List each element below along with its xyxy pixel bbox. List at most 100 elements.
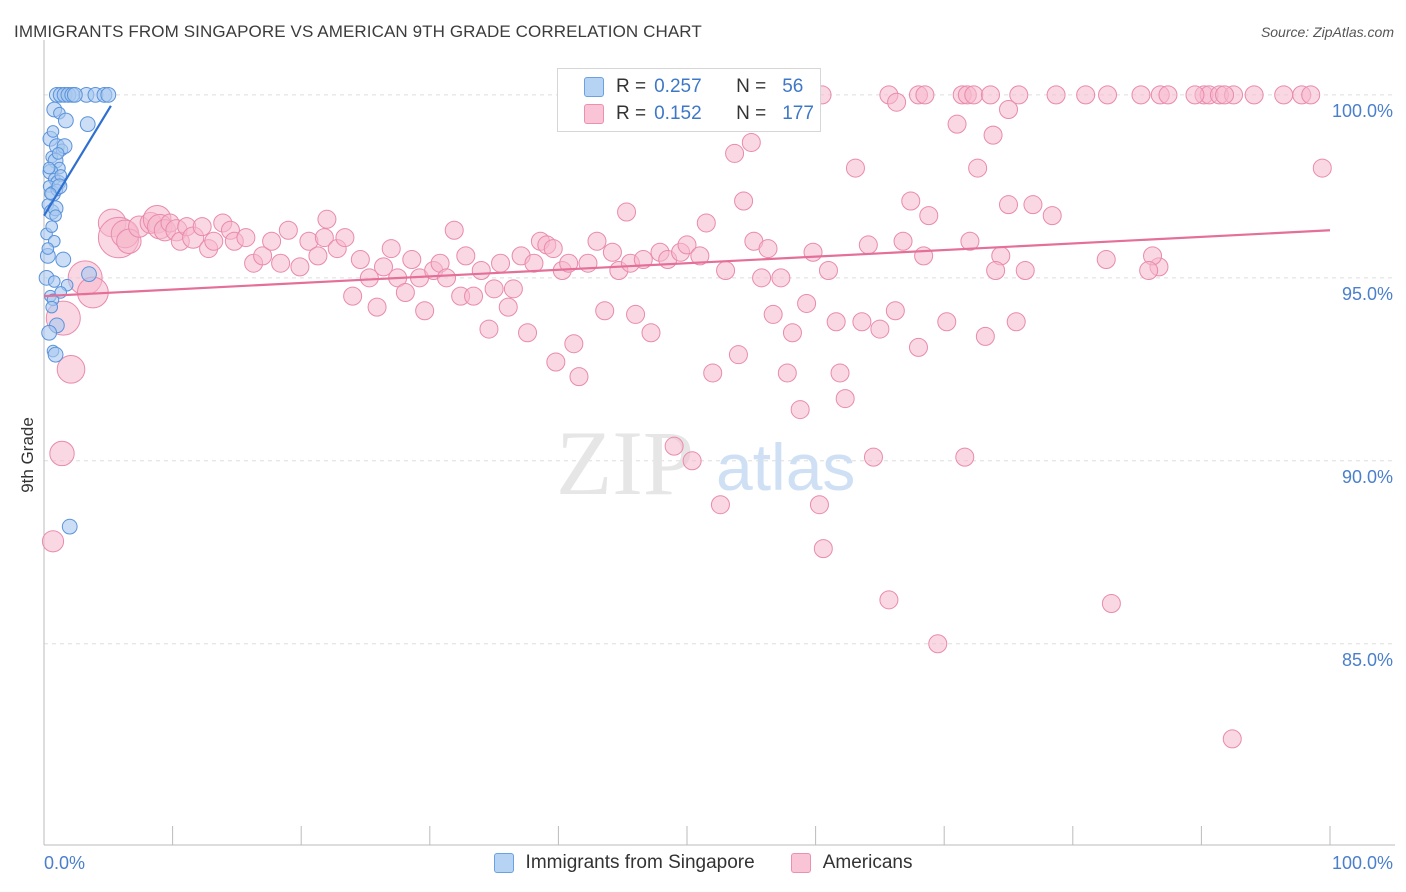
americans-point — [803, 242, 823, 262]
legend-row-americans: R = 0.152 N = 177 — [584, 101, 814, 127]
singapore-point — [51, 147, 65, 160]
watermark-atlas: atlas — [716, 430, 855, 504]
source-label: Source: ZipAtlas.com — [1260, 24, 1394, 40]
americans-point — [518, 323, 538, 343]
americans-point — [1015, 261, 1035, 281]
legend-item-singapore[interactable]: Immigrants from Singapore — [493, 852, 755, 874]
americans-point — [1139, 261, 1159, 281]
americans-point — [887, 92, 907, 112]
americans-point — [350, 250, 370, 270]
singapore-point — [100, 86, 117, 103]
americans-point — [317, 209, 337, 229]
americans-point — [782, 323, 802, 343]
americans-points — [41, 85, 1332, 749]
legend-r-label: R = — [616, 103, 647, 124]
americans-point — [955, 447, 975, 467]
americans-point — [402, 250, 422, 270]
americans-point — [826, 312, 846, 332]
americans-point — [204, 231, 224, 251]
americans-point — [524, 253, 544, 273]
americans-point — [771, 268, 791, 288]
americans-point — [314, 228, 334, 248]
americans-point — [879, 590, 899, 610]
americans-point — [381, 239, 401, 259]
americans-point — [975, 326, 995, 346]
axes — [43, 40, 1395, 846]
americans-point — [863, 447, 883, 467]
americans-point — [835, 389, 855, 409]
americans-point — [1131, 85, 1151, 105]
singapore-point — [66, 86, 83, 103]
singapore-point — [45, 300, 59, 314]
americans-point — [901, 191, 921, 211]
americans-point — [858, 235, 878, 255]
americans-point — [626, 304, 646, 324]
americans-point — [359, 268, 379, 288]
americans-point — [278, 220, 298, 240]
singapore-point — [45, 220, 59, 233]
americans-point — [192, 217, 212, 237]
legend-n-value: 177 — [782, 103, 814, 124]
y-tick-label: 95.0% — [1342, 284, 1393, 304]
americans-point — [253, 246, 273, 266]
americans-point — [999, 195, 1018, 215]
americans-point — [1185, 85, 1205, 105]
americans-point — [947, 114, 967, 134]
legend-label-singapore: Immigrants from Singapore — [525, 852, 755, 873]
americans-point — [677, 235, 697, 255]
chart-title: IMMIGRANTS FROM SINGAPORE VS AMERICAN 9T… — [14, 22, 702, 41]
americans-point — [980, 85, 1000, 105]
legend-row-singapore: R = 0.257 N = 56 — [584, 74, 803, 100]
americans-point — [937, 312, 957, 332]
series-legend: Immigrants from Singapore Americans — [0, 852, 1406, 874]
americans-point — [741, 132, 761, 152]
americans-point — [968, 158, 988, 178]
americans-point — [777, 363, 797, 383]
americans-point — [479, 319, 499, 339]
americans-point — [1244, 85, 1264, 105]
singapore-point — [41, 324, 58, 341]
y-tick-label: 85.0% — [1342, 650, 1393, 670]
singapore-point — [55, 251, 72, 268]
americans-point — [484, 279, 504, 299]
americans-point — [664, 436, 684, 456]
trend-lines — [43, 105, 1331, 298]
americans-point — [790, 400, 810, 420]
americans-point — [335, 228, 355, 248]
americans-point — [343, 286, 363, 306]
singapore-point — [81, 266, 97, 283]
americans-point — [983, 125, 1003, 145]
singapore-point — [47, 346, 64, 363]
americans-point — [546, 352, 566, 372]
legend-swatch-blue — [493, 853, 514, 873]
americans-point — [728, 345, 748, 365]
singapore-point — [61, 518, 78, 535]
americans-point — [491, 253, 511, 273]
americans-point — [271, 253, 291, 273]
legend-swatch-blue — [584, 77, 604, 97]
americans-point — [919, 206, 939, 226]
legend-n-value: 56 — [782, 76, 804, 97]
americans-point — [703, 363, 723, 383]
americans-point — [893, 231, 913, 251]
americans-point — [456, 246, 476, 266]
americans-point — [1076, 85, 1096, 105]
americans-point — [752, 268, 772, 288]
americans-point — [49, 440, 75, 467]
legend-item-americans[interactable]: Americans — [790, 852, 912, 874]
americans-point — [374, 257, 394, 277]
americans-point — [236, 228, 256, 248]
x-tick-label: 100.0% — [1332, 853, 1393, 873]
legend-r-value: 0.152 — [654, 103, 702, 124]
x-tick-label: 0.0% — [44, 853, 85, 873]
singapore-point — [49, 209, 62, 222]
americans-point — [964, 85, 984, 105]
americans-point — [928, 634, 948, 654]
americans-point — [1222, 729, 1242, 749]
americans-point — [1098, 85, 1118, 105]
americans-point — [999, 100, 1018, 120]
americans-trend-line — [43, 229, 1331, 298]
americans-point — [367, 297, 387, 317]
americans-point — [1042, 206, 1062, 226]
